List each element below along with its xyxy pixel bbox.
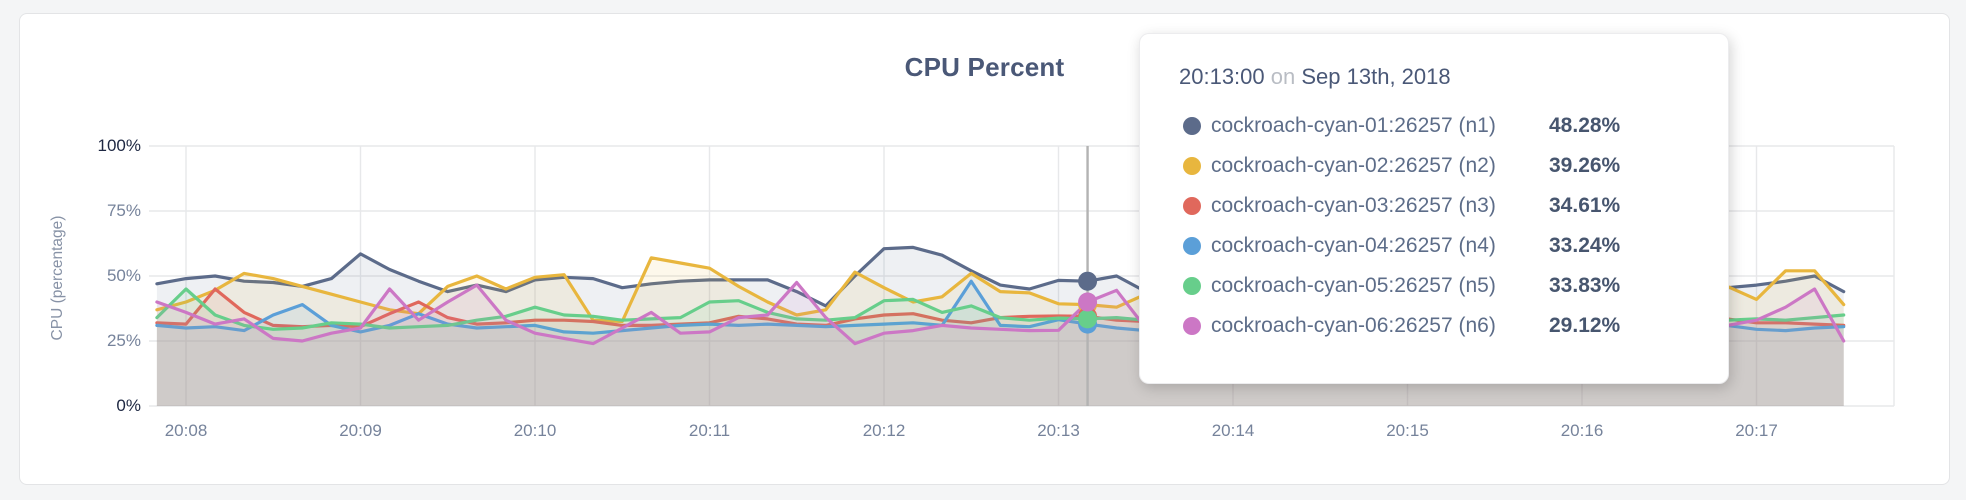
tooltip-time: 20:13:00 [1179, 64, 1265, 89]
hover-dot-n1 [1078, 271, 1098, 291]
chart-title: CPU Percent [904, 52, 1065, 82]
series-value: 34.61% [1549, 194, 1621, 217]
x-tick-label: 20:13 [1037, 421, 1080, 440]
series-name: cockroach-cyan-01:26257 (n1) [1211, 114, 1496, 137]
tooltip-row: cockroach-cyan-03:26257 (n3) 34.61% [1179, 186, 1698, 226]
tooltip-row: cockroach-cyan-02:26257 (n2) 39.26% [1179, 146, 1698, 186]
tooltip-header: 20:13:00 on Sep 13th, 2018 [1179, 64, 1698, 90]
legend-dot-icon [1183, 237, 1201, 255]
series-value: 39.26% [1549, 154, 1621, 177]
legend-dot-icon [1183, 197, 1201, 215]
x-tick-label: 20:15 [1386, 421, 1429, 440]
series-name: cockroach-cyan-02:26257 (n2) [1211, 154, 1496, 177]
x-tick-label: 20:16 [1560, 421, 1604, 440]
x-tick-label: 20:10 [513, 421, 557, 440]
y-tick-label: 75% [106, 201, 141, 220]
hover-tooltip: 20:13:00 on Sep 13th, 2018 cockroach-cya… [1139, 33, 1729, 384]
x-tick-label: 20:09 [339, 421, 382, 440]
x-tick-label: 20:17 [1735, 421, 1778, 440]
y-tick-label: 50% [106, 266, 141, 285]
legend-dot-icon [1183, 157, 1201, 175]
y-tick-label: 0% [116, 396, 141, 415]
tooltip-row: cockroach-cyan-06:26257 (n6) 29.12% [1179, 306, 1698, 346]
y-tick-label: 25% [106, 331, 141, 350]
series-name: cockroach-cyan-03:26257 (n3) [1211, 194, 1496, 217]
chart-card: CPU Percent CPU (percentage) 100% 75% 50% 2… [19, 13, 1950, 485]
tooltip-row: cockroach-cyan-04:26257 (n4) 33.24% [1179, 226, 1698, 266]
y-tick-label: 100% [97, 136, 141, 155]
legend-dot-icon [1183, 117, 1201, 135]
tooltip-rows: cockroach-cyan-01:26257 (n1) 48.28% cockro… [1179, 106, 1698, 346]
series-name: cockroach-cyan-04:26257 (n4) [1211, 234, 1496, 257]
tooltip-row: cockroach-cyan-05:26257 (n5) 33.83% [1179, 266, 1698, 306]
series-name: cockroach-cyan-05:26257 (n5) [1211, 274, 1496, 297]
series-value: 29.12% [1549, 314, 1621, 337]
hover-dot-n5 [1078, 309, 1098, 329]
series-value: 48.28% [1549, 114, 1621, 137]
x-tick-label: 20:14 [1211, 421, 1255, 440]
legend-dot-icon [1183, 317, 1201, 335]
tooltip-date: Sep 13th, 2018 [1301, 64, 1451, 89]
x-tick-label: 20:08 [164, 421, 208, 440]
hover-dot-n6 [1078, 292, 1098, 312]
x-tick-label: 20:11 [688, 421, 731, 440]
tooltip-on-word: on [1270, 64, 1296, 89]
x-tick-label: 20:12 [862, 421, 906, 440]
series-value: 33.83% [1549, 274, 1621, 297]
series-value: 33.24% [1549, 234, 1621, 257]
tooltip-row: cockroach-cyan-01:26257 (n1) 48.28% [1179, 106, 1698, 146]
legend-dot-icon [1183, 277, 1201, 295]
series-name: cockroach-cyan-06:26257 (n6) [1211, 314, 1496, 337]
